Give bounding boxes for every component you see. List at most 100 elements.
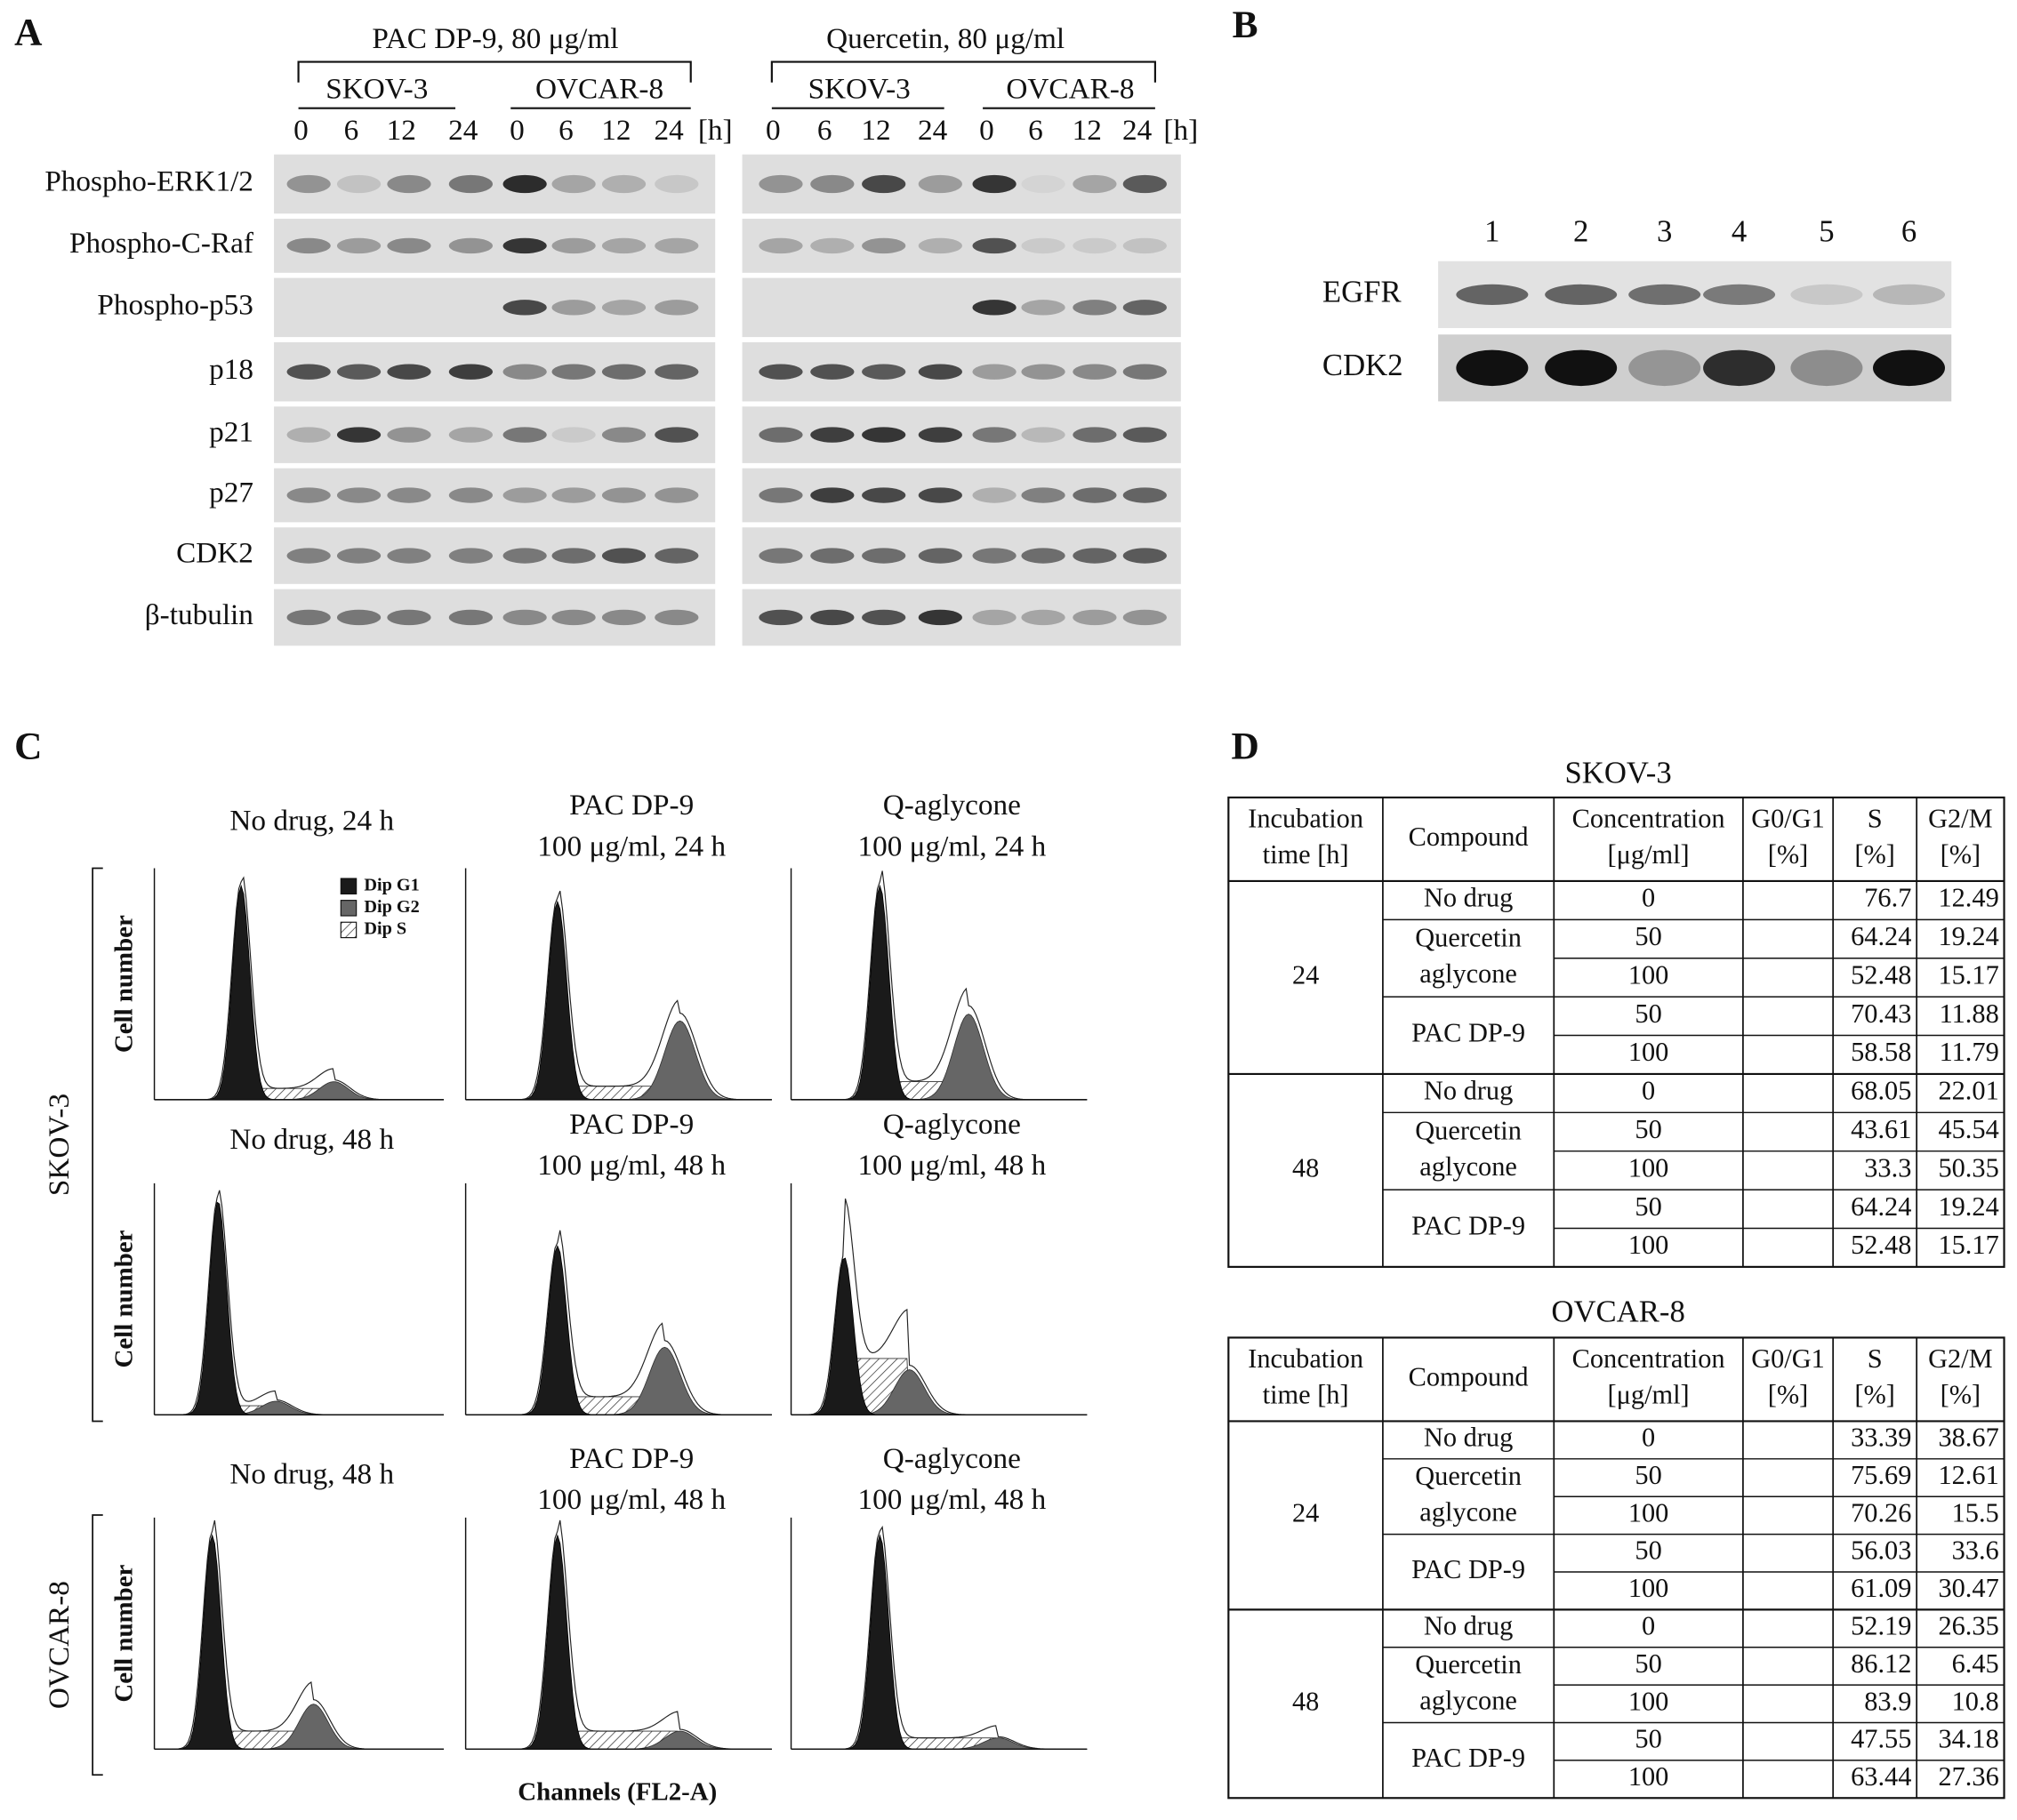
- blot-strip: [742, 219, 1181, 273]
- table-cell: 100: [1628, 1686, 1669, 1716]
- band: [1073, 487, 1117, 503]
- compound: aglycone: [1419, 1496, 1517, 1527]
- column-header: S: [1868, 804, 1883, 834]
- band: [759, 364, 803, 380]
- table-cell: 70.26: [1851, 1497, 1911, 1527]
- blot-strip: [274, 219, 716, 273]
- total-envelope: [465, 1519, 772, 1750]
- band: [336, 548, 382, 564]
- blot-strip: [274, 277, 716, 338]
- timepoint: 0: [766, 114, 781, 147]
- band: [286, 609, 331, 626]
- table-cell: 52.19: [1851, 1611, 1911, 1641]
- band: [918, 548, 962, 564]
- band: [1122, 487, 1167, 503]
- band: [1073, 174, 1117, 194]
- timepoint: 6: [558, 114, 574, 147]
- band: [336, 427, 382, 443]
- table-frame: [1227, 1336, 2005, 1800]
- table-cell: 33.6: [1952, 1535, 1999, 1566]
- band: [862, 237, 906, 254]
- legend-label: Dip G2: [364, 897, 419, 917]
- row-label: p21: [209, 416, 253, 449]
- band: [1545, 349, 1618, 387]
- plot-title: No drug, 48 h: [229, 1123, 394, 1156]
- timepoint: 24: [448, 114, 478, 147]
- band: [862, 609, 906, 626]
- table-title: OVCAR-8: [1551, 1294, 1684, 1328]
- g1-peak: [465, 1245, 772, 1415]
- band: [1021, 427, 1065, 443]
- table-cell: 100: [1628, 1497, 1669, 1527]
- band: [1073, 427, 1117, 443]
- table-cell: 100: [1628, 959, 1669, 990]
- s-phase: [791, 1737, 1088, 1750]
- band: [551, 300, 596, 316]
- band: [502, 427, 547, 443]
- band: [387, 364, 431, 380]
- band: [502, 487, 547, 503]
- band: [336, 237, 382, 254]
- band: [1073, 300, 1117, 316]
- band: [759, 174, 803, 194]
- band: [1122, 427, 1167, 443]
- table-cell: 10.8: [1952, 1686, 1999, 1716]
- plot-title: Q-aglycone: [883, 789, 1021, 822]
- band: [810, 427, 855, 443]
- table-cell: 56.03: [1851, 1535, 1911, 1566]
- row-label: β-tubulin: [145, 598, 254, 631]
- timepoint: 12: [601, 114, 631, 147]
- column-header: G0/G1: [1751, 1343, 1825, 1374]
- column-header: [μg/ml]: [1608, 1380, 1690, 1410]
- band: [601, 487, 647, 503]
- band: [810, 609, 855, 626]
- s-phase: [465, 1730, 772, 1750]
- band: [286, 364, 331, 380]
- band: [759, 427, 803, 443]
- plot-title: PAC DP-9: [569, 1442, 694, 1475]
- table-frame: [1227, 796, 2005, 1268]
- band: [810, 487, 855, 503]
- band: [862, 174, 906, 194]
- plot-title: 100 μg/ml, 24 h: [537, 830, 726, 862]
- band: [387, 427, 431, 443]
- lane-label: 2: [1573, 213, 1588, 248]
- plot-title: 100 μg/ml, 48 h: [537, 1149, 726, 1182]
- y-axis-label: Cell number: [109, 1564, 138, 1702]
- table-cell: 6.45: [1952, 1648, 1999, 1679]
- band: [448, 237, 493, 254]
- row-label: Phospho-C-Raf: [69, 227, 254, 260]
- column-header: S: [1868, 1343, 1883, 1374]
- band: [918, 487, 962, 503]
- band: [1122, 300, 1167, 316]
- compound: PAC DP-9: [1411, 1210, 1525, 1240]
- bracket: [770, 60, 1156, 83]
- band: [502, 364, 547, 380]
- band: [601, 609, 647, 626]
- band: [1021, 548, 1065, 564]
- table-cell: 34.18: [1938, 1724, 1998, 1754]
- table-cell: 50: [1635, 1724, 1661, 1754]
- timepoint: 6: [1028, 114, 1043, 147]
- band: [551, 237, 596, 254]
- plot-title: Q-aglycone: [883, 1442, 1021, 1475]
- band: [551, 174, 596, 194]
- plot-title: Q-aglycone: [883, 1108, 1021, 1141]
- band: [448, 364, 493, 380]
- band: [1873, 349, 1945, 387]
- band: [1703, 349, 1776, 387]
- band: [1703, 284, 1776, 305]
- band: [655, 174, 699, 194]
- table-cell: 47.55: [1851, 1724, 1911, 1754]
- legend-label: Dip S: [364, 919, 406, 939]
- band: [336, 174, 382, 194]
- band: [918, 174, 962, 194]
- band: [1021, 300, 1065, 316]
- panel-label: C: [14, 725, 42, 767]
- table-cell: 100: [1628, 1152, 1669, 1183]
- bracket: [92, 1514, 103, 1776]
- cell-line: OVCAR-8: [1006, 72, 1134, 105]
- table-cell: 0: [1642, 1611, 1655, 1641]
- timepoint: 24: [918, 114, 948, 147]
